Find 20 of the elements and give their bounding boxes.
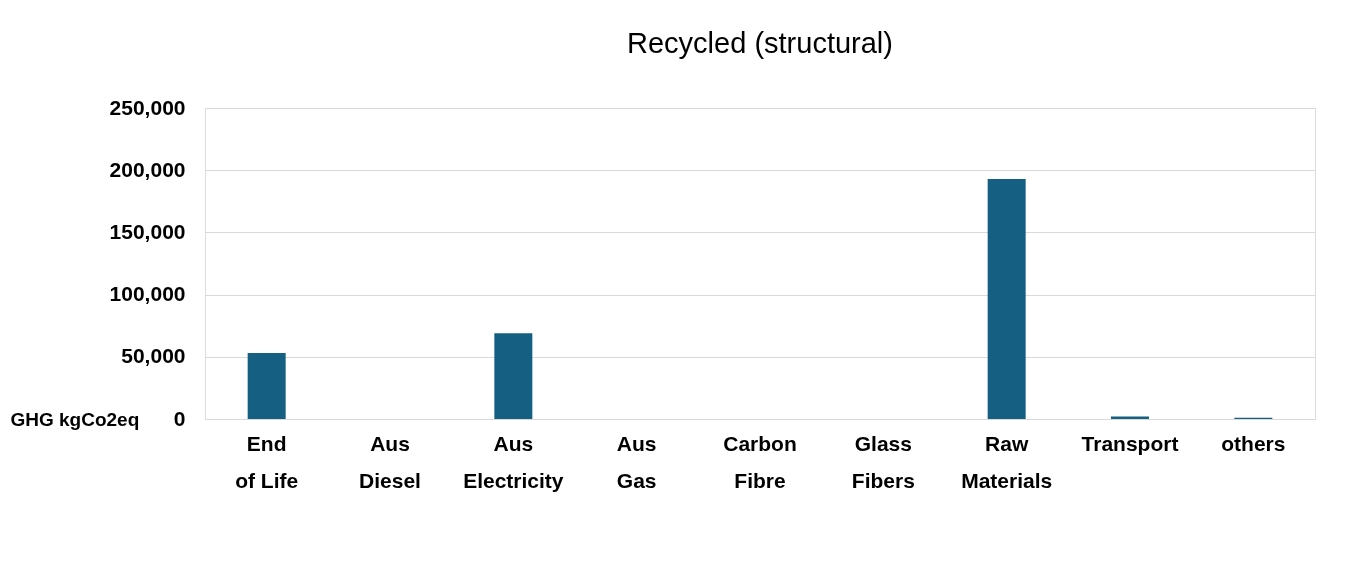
x-tick-label: Aus Diesel <box>359 431 421 492</box>
x-tick-label: End of Life <box>235 431 299 492</box>
y-tick-label: 50,000 <box>121 344 186 368</box>
y-tick-label: 0 <box>173 406 186 430</box>
x-tick-label: Carbon Fibre <box>723 431 797 492</box>
bar <box>247 353 286 419</box>
y-tick-label: 100,000 <box>109 282 186 306</box>
x-tick-label: others <box>1221 431 1286 455</box>
y-tick-label: 250,000 <box>109 95 186 119</box>
x-tick-label: Raw Materials <box>961 431 1053 492</box>
x-tick-label: Aus Gas <box>616 431 657 492</box>
bar <box>494 333 533 419</box>
bar <box>987 178 1026 419</box>
y-tick-label: 150,000 <box>109 219 186 243</box>
x-tick-label: Aus Electricity <box>463 431 564 492</box>
y-tick-label: 200,000 <box>109 157 186 181</box>
y-axis-title: GHG kgCo2eq <box>10 408 140 430</box>
x-tick-label: Glass Fibers <box>851 431 915 492</box>
x-tick-label: Transport <box>1081 431 1179 455</box>
chart-title: Recycled (structural) <box>627 27 893 59</box>
